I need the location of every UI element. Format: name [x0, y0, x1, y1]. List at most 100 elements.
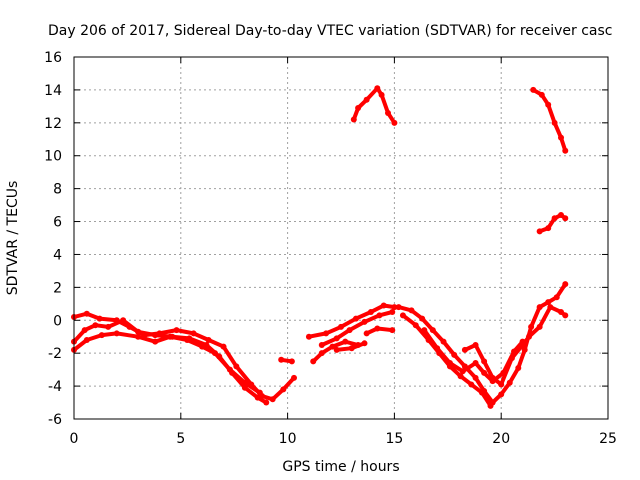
data-point [205, 337, 212, 344]
data-point [355, 105, 362, 112]
data-point [468, 381, 475, 388]
data-point [478, 389, 485, 396]
data-point [489, 374, 496, 381]
x-tick-label: 15 [385, 431, 403, 447]
data-point [305, 333, 312, 340]
data-point [519, 341, 526, 348]
x-tick-label: 10 [279, 431, 297, 447]
data-point [318, 350, 325, 357]
data-point [376, 312, 383, 319]
data-point [226, 366, 233, 373]
data-point [333, 346, 340, 353]
data-point [538, 91, 545, 98]
data-point [367, 309, 374, 316]
x-tick-label: 0 [70, 431, 79, 447]
data-point [374, 325, 381, 332]
data-point [515, 364, 522, 371]
data-point [380, 302, 387, 309]
data-point [472, 360, 479, 367]
data-point [528, 323, 535, 330]
data-point [481, 369, 488, 376]
data-point [291, 374, 298, 381]
data-series [71, 85, 569, 409]
data-point [446, 360, 453, 367]
y-tick-label: -6 [48, 412, 62, 428]
data-point [323, 330, 330, 337]
data-point [391, 119, 398, 126]
data-point [508, 355, 515, 362]
y-tick-label: 14 [44, 83, 62, 99]
data-point [545, 101, 552, 108]
y-tick-label: 6 [53, 215, 62, 231]
data-point [263, 399, 270, 406]
data-point [152, 338, 159, 345]
data-point [498, 391, 505, 398]
data-point [81, 327, 88, 334]
x-tick-label: 20 [492, 431, 510, 447]
data-point [459, 368, 466, 375]
y-tick-label: 4 [53, 247, 62, 263]
data-point [408, 307, 415, 314]
data-point [457, 373, 464, 380]
data-point [536, 323, 543, 330]
data-point [342, 338, 349, 345]
data-point [521, 346, 528, 353]
data-point [558, 309, 565, 316]
data-point [440, 338, 447, 345]
x-tick-label: 5 [176, 431, 185, 447]
y-axis-label: SDTVAR / TECUs [5, 181, 21, 296]
data-point [329, 343, 336, 350]
data-point [269, 396, 276, 403]
data-point [184, 337, 191, 344]
data-point [98, 332, 105, 339]
data-point [92, 322, 99, 329]
data-point [399, 312, 406, 319]
data-point [536, 304, 543, 311]
y-tick-label: 0 [53, 313, 62, 329]
plot-frame [73, 56, 609, 420]
data-point [254, 394, 261, 401]
data-point [472, 341, 479, 348]
series-line-arc-15 [531, 87, 568, 153]
data-point [152, 332, 159, 339]
data-point [562, 147, 569, 154]
data-point [562, 281, 569, 288]
grid-lines [74, 57, 608, 419]
data-point [384, 109, 391, 116]
data-point [412, 322, 419, 329]
data-point [233, 363, 240, 370]
data-point [545, 299, 552, 306]
data-point [105, 323, 112, 330]
data-point [551, 215, 558, 222]
series-line-arc-11 [396, 282, 568, 405]
data-point [429, 327, 436, 334]
data-point [350, 116, 357, 123]
data-point [333, 335, 340, 342]
data-point [199, 343, 206, 350]
data-point [391, 304, 398, 311]
data-point [167, 333, 174, 340]
data-point [558, 211, 565, 218]
data-point [419, 315, 426, 322]
data-point [536, 228, 543, 235]
data-point [113, 330, 120, 337]
data-point [348, 345, 355, 352]
data-point [241, 384, 248, 391]
data-point [506, 379, 513, 386]
data-point [96, 315, 103, 322]
data-point [135, 328, 142, 335]
data-point [211, 350, 218, 357]
data-point [190, 330, 197, 337]
data-point [241, 379, 248, 386]
data-point [461, 346, 468, 353]
data-point [562, 215, 569, 222]
data-point [346, 327, 353, 334]
data-point [363, 96, 370, 103]
data-point [338, 323, 344, 330]
data-point [352, 315, 359, 322]
chart-title: Day 206 of 2017, Sidereal Day-to-day VTE… [48, 23, 612, 39]
data-point [288, 358, 295, 365]
y-tick-label: 8 [53, 182, 62, 198]
series-line-arc-10 [351, 86, 397, 125]
data-point [395, 304, 402, 311]
